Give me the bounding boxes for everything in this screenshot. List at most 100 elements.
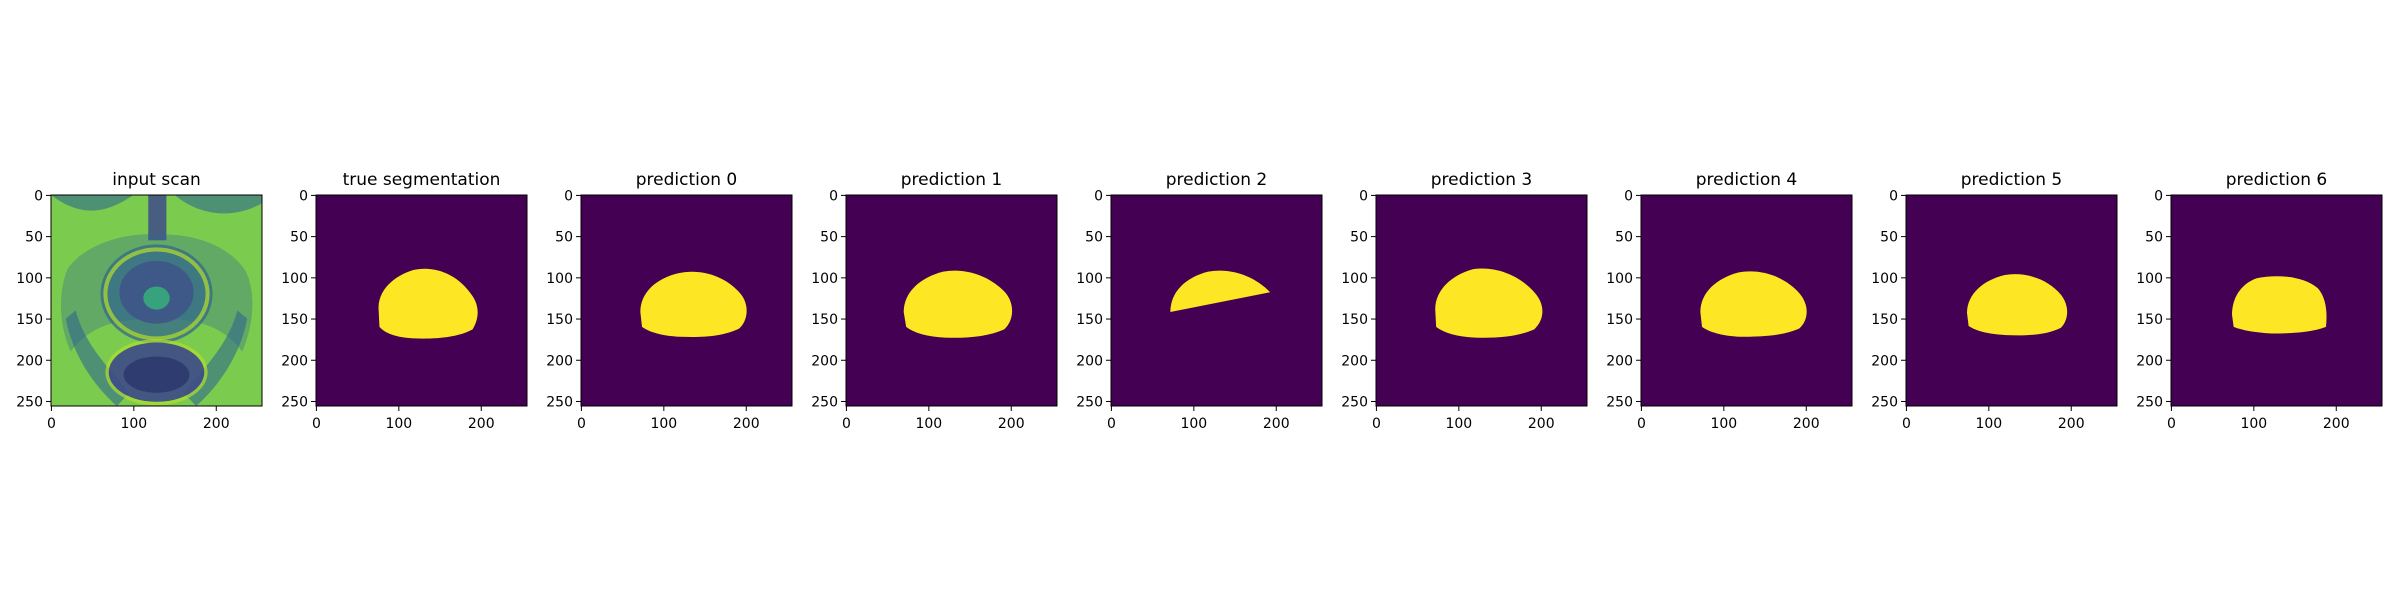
y-tick-label: 100 xyxy=(1076,271,1103,287)
axes-frame xyxy=(50,194,263,407)
y-tick-label: 50 xyxy=(555,230,573,246)
y-tick-label: 50 xyxy=(290,230,308,246)
panel-title: prediction 1 xyxy=(901,170,1003,190)
y-tick-label: 250 xyxy=(2136,394,2163,410)
panel-title: prediction 0 xyxy=(636,170,738,190)
x-tick-label: 200 xyxy=(468,416,495,432)
y-tick-label: 100 xyxy=(1871,271,1898,287)
y-tick-label: 200 xyxy=(811,353,838,369)
axes-frame xyxy=(1905,194,2118,407)
y-tick-label: 150 xyxy=(16,312,43,328)
x-tick-label: 0 xyxy=(577,416,586,432)
x-tick-label: 200 xyxy=(2323,416,2350,432)
y-tick-label: 0 xyxy=(1624,188,1633,204)
y-tick-label: 150 xyxy=(811,312,838,328)
axes-frame xyxy=(845,194,1058,407)
x-tick-label: 0 xyxy=(842,416,851,432)
segmentation-mask-image xyxy=(1641,195,1852,406)
y-tick-label: 150 xyxy=(1871,312,1898,328)
x-tick-label: 100 xyxy=(385,416,412,432)
panel-8: prediction 6 0 100 200 0 50 100 150 200 250 xyxy=(2136,170,2383,432)
y-tick-label: 50 xyxy=(2145,230,2163,246)
panel-3: prediction 1 0 100 200 0 50 100 150 200 250 xyxy=(811,170,1058,432)
x-tick-label: 0 xyxy=(1372,416,1381,432)
x-tick-label: 100 xyxy=(1710,416,1737,432)
x-tick-label: 0 xyxy=(47,416,56,432)
x-tick-label: 200 xyxy=(998,416,1025,432)
axes-frame xyxy=(1110,194,1323,407)
y-tick-label: 250 xyxy=(1871,394,1898,410)
y-tick-label: 200 xyxy=(1606,353,1633,369)
segmentation-mask-image xyxy=(316,195,527,406)
panel-title: prediction 4 xyxy=(1696,170,1798,190)
y-tick-label: 0 xyxy=(1359,188,1368,204)
segmentation-mask-image xyxy=(846,195,1057,406)
x-tick-label: 200 xyxy=(1263,416,1290,432)
panel-5: prediction 3 0 100 200 0 50 100 150 200 250 xyxy=(1341,170,1588,432)
panel-title: prediction 2 xyxy=(1166,170,1268,190)
segmentation-mask-image xyxy=(2171,195,2382,406)
x-tick-label: 100 xyxy=(2240,416,2267,432)
panel-7: prediction 5 0 100 200 0 50 100 150 200 250 xyxy=(1871,170,2118,432)
y-tick-label: 150 xyxy=(1606,312,1633,328)
panel-title: prediction 3 xyxy=(1431,170,1533,190)
segmentation-mask-image xyxy=(1376,195,1587,406)
panel-4: prediction 2 0 100 200 0 50 100 150 200 250 xyxy=(1076,170,1323,432)
y-tick-label: 250 xyxy=(16,394,43,410)
y-tick-label: 0 xyxy=(299,188,308,204)
y-tick-label: 200 xyxy=(1076,353,1103,369)
panel-title: true segmentation xyxy=(343,170,501,190)
y-tick-label: 250 xyxy=(281,394,308,410)
y-tick-label: 50 xyxy=(1350,230,1368,246)
y-tick-label: 50 xyxy=(1880,230,1898,246)
axes-frame xyxy=(315,194,528,407)
y-tick-label: 100 xyxy=(16,271,43,287)
y-tick-label: 0 xyxy=(564,188,573,204)
y-tick-label: 250 xyxy=(546,394,573,410)
x-tick-label: 100 xyxy=(1445,416,1472,432)
panel-2: prediction 0 0 100 200 0 50 100 150 200 250 xyxy=(546,170,793,432)
y-tick-label: 0 xyxy=(1889,188,1898,204)
y-tick-label: 100 xyxy=(811,271,838,287)
y-tick-label: 100 xyxy=(2136,271,2163,287)
y-tick-label: 50 xyxy=(1085,230,1103,246)
segmentation-mask-image xyxy=(1111,195,1322,406)
x-tick-label: 0 xyxy=(312,416,321,432)
panel-6: prediction 4 0 100 200 0 50 100 150 200 250 xyxy=(1606,170,1853,432)
y-tick-label: 50 xyxy=(820,230,838,246)
x-tick-label: 200 xyxy=(733,416,760,432)
x-tick-label: 100 xyxy=(650,416,677,432)
axes-frame xyxy=(1640,194,1853,407)
x-tick-label: 200 xyxy=(2058,416,2085,432)
x-tick-label: 200 xyxy=(1793,416,1820,432)
x-tick-label: 0 xyxy=(2167,416,2176,432)
x-tick-label: 100 xyxy=(120,416,147,432)
y-tick-label: 100 xyxy=(1606,271,1633,287)
y-tick-label: 250 xyxy=(1076,394,1103,410)
x-tick-label: 200 xyxy=(203,416,230,432)
axes-frame xyxy=(2170,194,2383,407)
axes-frame xyxy=(1375,194,1588,407)
panel-title: prediction 5 xyxy=(1961,170,2063,190)
y-tick-label: 0 xyxy=(1094,188,1103,204)
y-tick-label: 50 xyxy=(25,230,43,246)
y-tick-label: 150 xyxy=(546,312,573,328)
panel-0: input scan 0 100 200 0 50 100 150 200 250 xyxy=(16,170,263,432)
y-tick-label: 100 xyxy=(1341,271,1368,287)
x-tick-label: 100 xyxy=(1975,416,2002,432)
y-tick-label: 200 xyxy=(16,353,43,369)
y-tick-label: 100 xyxy=(546,271,573,287)
segmentation-mask-image xyxy=(1906,195,2117,406)
y-tick-label: 200 xyxy=(546,353,573,369)
y-tick-label: 200 xyxy=(1341,353,1368,369)
y-tick-label: 150 xyxy=(2136,312,2163,328)
x-tick-label: 0 xyxy=(1637,416,1646,432)
y-tick-label: 0 xyxy=(34,188,43,204)
x-tick-label: 100 xyxy=(1180,416,1207,432)
y-tick-label: 150 xyxy=(281,312,308,328)
panel-title: input scan xyxy=(112,170,201,190)
panel-1: true segmentation 0 100 200 0 50 100 150 200 250 xyxy=(281,170,528,432)
y-tick-label: 100 xyxy=(281,271,308,287)
y-tick-label: 150 xyxy=(1076,312,1103,328)
